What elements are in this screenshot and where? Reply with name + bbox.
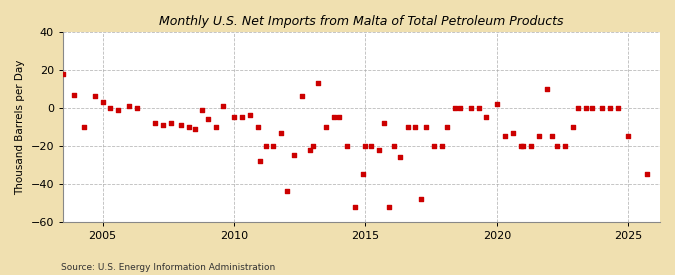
Point [105,106,116,110]
Point [508,130,518,135]
Point [305,147,316,152]
Point [218,104,229,108]
Point [334,115,345,120]
Point [97,100,108,104]
Point [89,94,100,99]
Point [526,144,537,148]
Point [342,144,352,148]
Point [260,144,271,148]
Point [429,144,439,148]
Point [541,87,552,91]
Point [350,204,360,209]
Point [389,144,400,148]
Point [441,125,452,129]
Point [281,189,292,194]
Point [276,130,287,135]
Y-axis label: Thousand Barrels per Day: Thousand Barrels per Day [15,59,25,194]
Point [547,134,558,139]
Point [308,144,319,148]
Point [202,117,213,122]
Point [68,92,79,97]
Point [113,108,124,112]
Point [560,144,571,148]
Point [244,113,255,118]
Point [581,106,592,110]
Point [360,144,371,148]
Point [150,121,161,125]
Point [157,123,168,127]
Point [79,125,90,129]
Point [436,144,447,148]
Point [491,102,502,106]
Point [268,144,279,148]
Point [586,106,597,110]
Point [515,144,526,148]
Point [605,106,616,110]
Point [421,125,431,129]
Point [289,153,300,158]
Point [552,144,563,148]
Point [210,125,221,129]
Title: Monthly U.S. Net Imports from Malta of Total Petroleum Products: Monthly U.S. Net Imports from Malta of T… [159,15,564,28]
Point [313,81,323,85]
Point [612,106,623,110]
Point [365,144,376,148]
Point [415,197,426,201]
Point [465,106,476,110]
Point [329,115,340,120]
Point [623,134,634,139]
Point [53,70,63,74]
Point [57,72,68,76]
Point [189,126,200,131]
Point [500,134,510,139]
Point [124,104,134,108]
Point [402,125,413,129]
Point [197,108,208,112]
Point [534,134,545,139]
Point [297,94,308,99]
Point [473,106,484,110]
Point [410,125,421,129]
Point [597,106,608,110]
Point [255,159,266,163]
Point [379,121,389,125]
Point [229,115,240,120]
Point [252,125,263,129]
Point [455,106,466,110]
Point [184,125,194,129]
Point [373,147,384,152]
Point [165,121,176,125]
Point [384,204,395,209]
Point [176,123,187,127]
Point [568,125,578,129]
Point [450,106,460,110]
Point [358,172,369,177]
Text: Source: U.S. Energy Information Administration: Source: U.S. Energy Information Administ… [61,263,275,272]
Point [132,106,142,110]
Point [481,115,492,120]
Point [573,106,584,110]
Point [518,144,529,148]
Point [394,155,405,160]
Point [236,115,247,120]
Point [321,125,331,129]
Point [641,172,652,177]
